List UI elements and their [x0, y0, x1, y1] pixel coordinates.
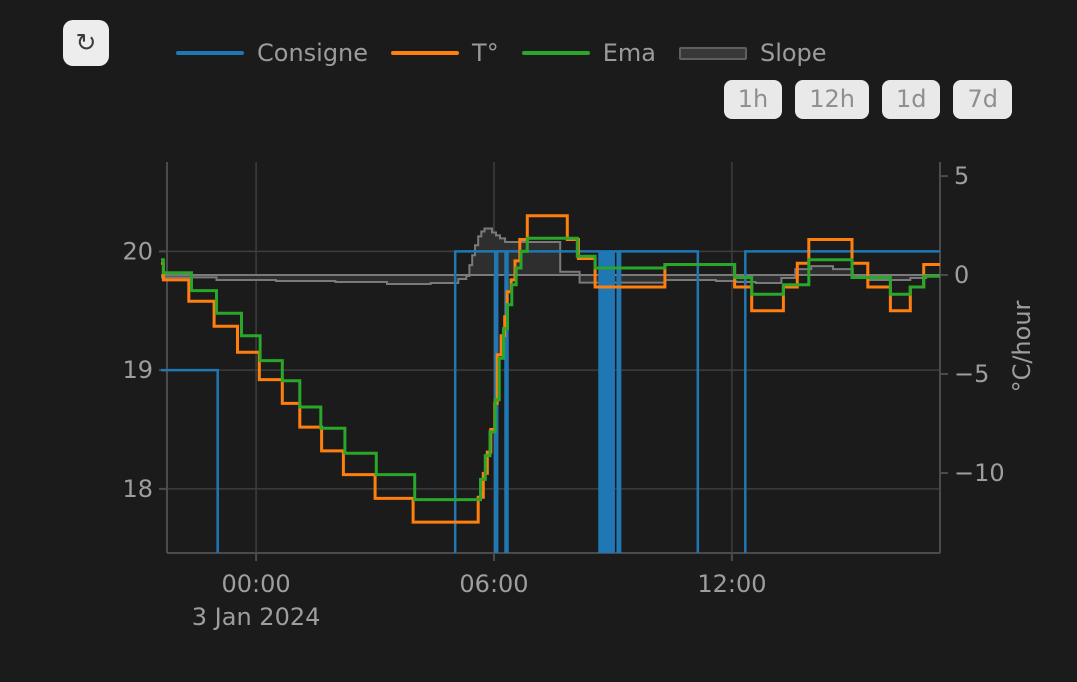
- y-right-axis-title: °C/hour: [1008, 300, 1036, 392]
- refresh-button[interactable]: ↻: [63, 20, 109, 66]
- series-t-: [161, 214, 940, 524]
- range-button-1d[interactable]: 1d: [881, 80, 941, 119]
- x-tick-label: 12:00: [697, 570, 766, 598]
- legend-label-temperature: T°: [472, 39, 499, 67]
- y-right-tick-label: 0: [954, 261, 969, 289]
- y-right-tick-label: −5: [954, 360, 989, 388]
- range-button-12h[interactable]: 12h: [795, 80, 869, 119]
- y-left-tick-label: 19: [122, 356, 153, 384]
- series-slope: [161, 227, 940, 285]
- ema-line-swatch: [521, 51, 590, 55]
- series-layer: [161, 214, 940, 553]
- legend: Consigne T° Ema Slope: [176, 40, 827, 66]
- range-buttons: 1h 12h 1d 7d: [710, 80, 1012, 119]
- x-tick-label: 06:00: [459, 570, 528, 598]
- consigne-line-swatch: [176, 51, 244, 55]
- range-button-7d[interactable]: 7d: [953, 80, 1012, 119]
- temperature-line-swatch: [391, 51, 460, 55]
- x-tick-label: 00:00: [222, 570, 291, 598]
- axis-lines: [159, 162, 948, 561]
- legend-label-ema: Ema: [602, 39, 656, 67]
- legend-label-consigne: Consigne: [257, 39, 369, 67]
- range-button-1h[interactable]: 1h: [723, 80, 783, 119]
- y-right-tick-label: −10: [954, 459, 1005, 487]
- y-right-tick-label: 5: [954, 162, 969, 190]
- series-ema: [161, 236, 940, 502]
- legend-label-slope: Slope: [759, 39, 827, 67]
- slope-area-swatch: [678, 46, 747, 60]
- legend-item-consigne[interactable]: Consigne: [176, 41, 368, 65]
- plot-area[interactable]: [161, 162, 940, 553]
- legend-item-slope[interactable]: Slope: [678, 39, 827, 67]
- x-axis-date-label: 3 Jan 2024: [192, 603, 321, 631]
- y-left-tick-label: 20: [122, 237, 153, 265]
- y-left-tick-label: 18: [122, 475, 153, 503]
- legend-item-ema[interactable]: Ema: [521, 39, 656, 67]
- legend-item-temperature[interactable]: T°: [391, 41, 499, 65]
- refresh-icon: ↻: [75, 29, 97, 57]
